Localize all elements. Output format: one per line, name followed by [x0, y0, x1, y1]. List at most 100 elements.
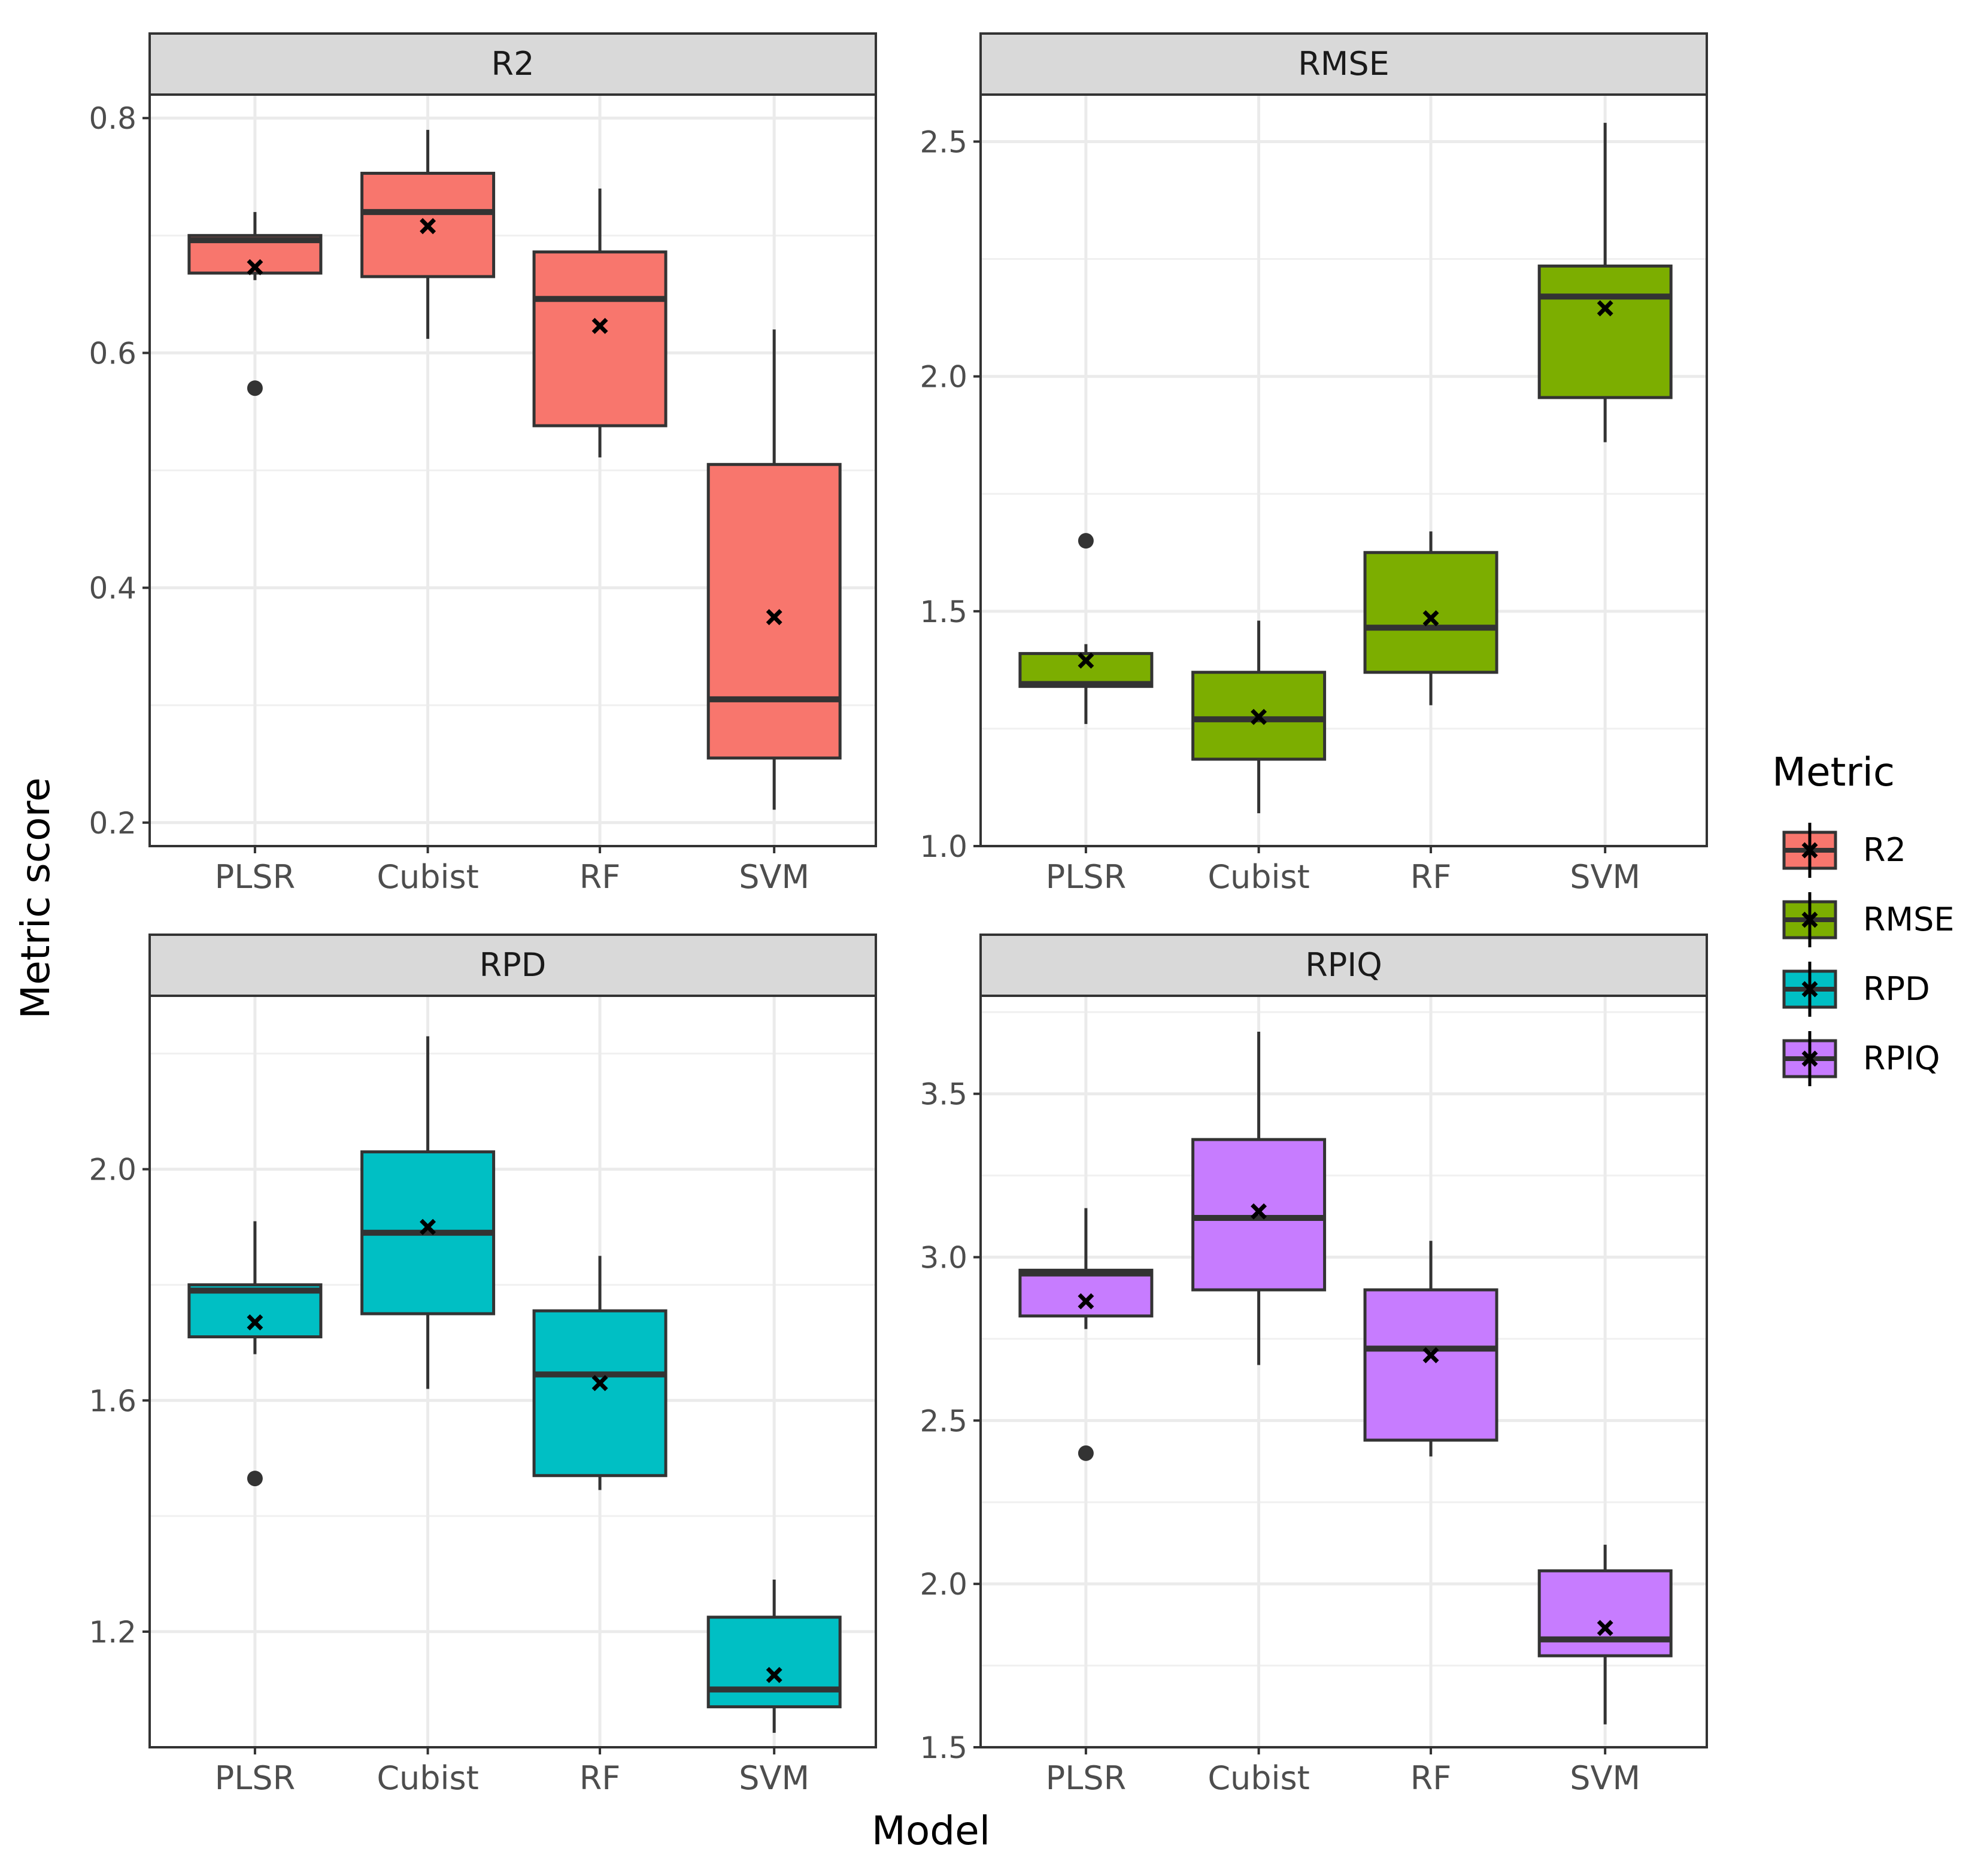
facet-strip-label: RPIQ	[1305, 946, 1382, 984]
box-plsr	[187, 212, 323, 396]
legend-key-mean	[1801, 1050, 1818, 1067]
outlier-point	[247, 1471, 263, 1487]
x-tick-label: PLSR	[215, 1759, 295, 1797]
legend-label: R2	[1863, 831, 1906, 869]
legend-label: RMSE	[1863, 901, 1955, 938]
box-body	[1537, 264, 1673, 399]
mean-marker	[1597, 300, 1613, 317]
outlier-point	[247, 380, 263, 396]
y-tick-label: 1.0	[920, 829, 967, 864]
box-plsr	[1018, 533, 1154, 725]
mean-marker	[1078, 652, 1094, 669]
legend-label: RPIQ	[1863, 1039, 1940, 1077]
box-svm	[706, 329, 842, 810]
box-body	[532, 250, 668, 428]
outlier-point	[1078, 533, 1094, 549]
x-tick-label: PLSR	[215, 858, 295, 896]
box-cubist	[1191, 620, 1327, 814]
box-plsr	[1018, 1208, 1154, 1461]
mean-marker	[420, 218, 436, 235]
x-tick-label: RF	[580, 1759, 621, 1797]
y-tick-label: 3.5	[920, 1077, 967, 1112]
facet-strip-label: RMSE	[1298, 45, 1389, 83]
box-svm	[1537, 1544, 1673, 1725]
y-tick-label: 2.0	[920, 1567, 967, 1602]
panel-r2: R2 0.2 0.4 0.6 0.8 PLSR Cubist RF SVM	[89, 32, 877, 896]
y-tick-label: 2.0	[920, 360, 967, 395]
mean-marker	[766, 609, 782, 626]
box-body	[706, 463, 842, 760]
mean-marker	[247, 259, 263, 275]
y-tick-label: 2.0	[89, 1153, 136, 1187]
x-tick-label: PLSR	[1046, 858, 1126, 896]
box-plsr	[187, 1221, 323, 1487]
legend-item-rpd: RPD	[1782, 962, 1930, 1017]
panel-border	[979, 995, 1708, 1748]
facet-strip	[148, 934, 877, 997]
facet-strip-label: RPD	[480, 946, 547, 984]
mean-marker	[1251, 708, 1267, 725]
y-tick-label: 3.0	[920, 1241, 967, 1275]
box-svm	[706, 1580, 842, 1733]
y-tick-label: 0.6	[89, 336, 136, 371]
x-tick-label: PLSR	[1046, 1759, 1126, 1797]
x-tick-label: SVM	[739, 858, 809, 896]
y-tick-label: 0.2	[89, 806, 136, 841]
panel-rmse: RMSE 1.0 1.5 2.0 2.5 PLSR Cubist RF SVM	[920, 32, 1708, 896]
facet-strip	[979, 32, 1708, 96]
mean-marker	[1422, 610, 1439, 627]
y-tick-label: 1.6	[89, 1384, 136, 1419]
panels-layer: R2 0.2 0.4 0.6 0.8 PLSR Cubist RF SVM RMSE 1.0 1.5 2…	[89, 32, 1708, 1797]
legend-item-rpiq: RPIQ	[1782, 1031, 1940, 1086]
facet-strip-label: R2	[492, 45, 535, 83]
legend-items: R2 RMSE RPD RPIQ	[1782, 823, 1955, 1086]
legend-item-r2: R2	[1782, 823, 1906, 878]
outlier-point	[1078, 1445, 1094, 1461]
box-body	[1018, 1268, 1154, 1318]
panel-rpd: RPD 1.2 1.6 2.0 PLSR Cubist RF SVM	[89, 934, 877, 1797]
x-tick-label: RF	[1410, 858, 1452, 896]
mean-marker	[591, 1375, 608, 1392]
x-tick-label: SVM	[739, 1759, 809, 1797]
facet-strip	[979, 934, 1708, 997]
x-tick-label: Cubist	[1208, 1759, 1310, 1797]
y-tick-label: 1.2	[89, 1615, 136, 1650]
legend-item-rmse: RMSE	[1782, 892, 1955, 947]
mean-marker	[1078, 1293, 1094, 1310]
facet-strip	[148, 32, 877, 96]
mean-marker	[1422, 1347, 1439, 1363]
x-tick-label: Cubist	[1208, 858, 1310, 896]
panel-border	[148, 995, 877, 1748]
y-tick-label: 1.5	[920, 1730, 967, 1765]
legend-label: RPD	[1863, 970, 1930, 1008]
box-body	[1191, 1138, 1327, 1292]
box-body	[1363, 1288, 1498, 1442]
x-tick-label: SVM	[1570, 1759, 1640, 1797]
box-body	[532, 1309, 668, 1477]
box-body	[706, 1616, 842, 1708]
panel-rpiq: RPIQ 1.5 2.0 2.5 3.0 3.5 PLSR Cubist RF SVM	[920, 934, 1708, 1797]
panel-border	[148, 93, 877, 847]
x-tick-label: Cubist	[377, 858, 479, 896]
box-svm	[1537, 123, 1673, 443]
box-body	[1537, 1569, 1673, 1657]
x-tick-label: RF	[580, 858, 621, 896]
y-tick-label: 2.5	[920, 1404, 967, 1438]
box-cubist	[360, 1036, 496, 1389]
x-tick-label: SVM	[1570, 858, 1640, 896]
y-axis-title: Metric score	[13, 777, 59, 1019]
legend-key-mean	[1801, 981, 1818, 998]
panel-border	[979, 93, 1708, 847]
box-body	[1363, 551, 1498, 674]
box-rf	[532, 1256, 668, 1490]
box-cubist	[360, 129, 496, 339]
legend-title: Metric	[1772, 749, 1895, 795]
y-tick-label: 0.4	[89, 571, 136, 606]
box-rf	[1363, 531, 1498, 705]
legend: Metric R2 RMSE RPD RPIQ	[1772, 749, 1955, 1086]
mean-marker	[420, 1219, 436, 1235]
y-tick-label: 1.5	[920, 595, 967, 629]
x-tick-label: RF	[1410, 1759, 1452, 1797]
